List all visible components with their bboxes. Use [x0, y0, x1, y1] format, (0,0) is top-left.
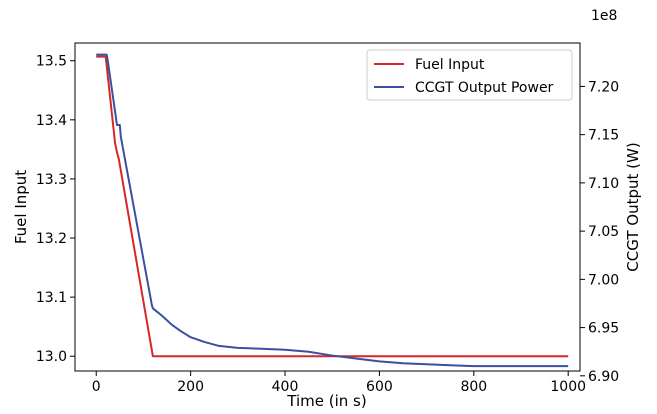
y-tick-label-right: 7.05 — [588, 224, 619, 240]
plot-frame — [74, 42, 581, 372]
y-tick-label-right: 7.20 — [588, 79, 619, 95]
x-tick-label: 1000 — [550, 379, 586, 395]
y-tick-label-left: 13.3 — [36, 172, 67, 188]
series-line-fuel-input — [96, 55, 569, 358]
legend: Fuel Input CCGT Output Power — [366, 49, 573, 101]
series-line-ccgt-output-power — [96, 53, 569, 368]
y-tick-label-right: 7.10 — [588, 176, 619, 192]
y-tick-label-left: 13.2 — [36, 231, 67, 247]
y-tick-label-right: 6.95 — [588, 321, 619, 337]
legend-box — [366, 49, 573, 101]
y-tick-label-right: 7.15 — [588, 128, 619, 144]
legend-label-ccgt-output-power: CCGT Output Power — [415, 80, 554, 96]
x-axis-label: Time (in s) — [286, 392, 366, 410]
y-tick-label-left: 13.0 — [36, 349, 67, 365]
x-tick-label: 0 — [92, 379, 101, 395]
y-tick-label-right: 6.90 — [588, 369, 619, 385]
y-axis-label-right: CCGT Output (W) — [624, 142, 642, 271]
x-tick-label: 600 — [366, 379, 393, 395]
y-tick-label-left: 13.5 — [36, 54, 67, 70]
legend-label-fuel-input: Fuel Input — [415, 57, 485, 73]
x-tick-label: 800 — [460, 379, 487, 395]
series-layer — [96, 53, 569, 368]
y-tick-label-left: 13.1 — [36, 290, 67, 306]
y-tick-label-right: 7.00 — [588, 272, 619, 288]
right-axis-multiplier: 1e8 — [591, 8, 617, 24]
y-axis-label-left: Fuel Input — [12, 170, 30, 244]
x-tick-label: 400 — [272, 379, 299, 395]
x-tick-label: 200 — [177, 379, 204, 395]
y-tick-label-left: 13.4 — [36, 113, 67, 129]
ticks-layer: 0 200 400 600 800 1000 13.0 13.1 13.2 13.3 13.4 13.… — [36, 54, 619, 395]
